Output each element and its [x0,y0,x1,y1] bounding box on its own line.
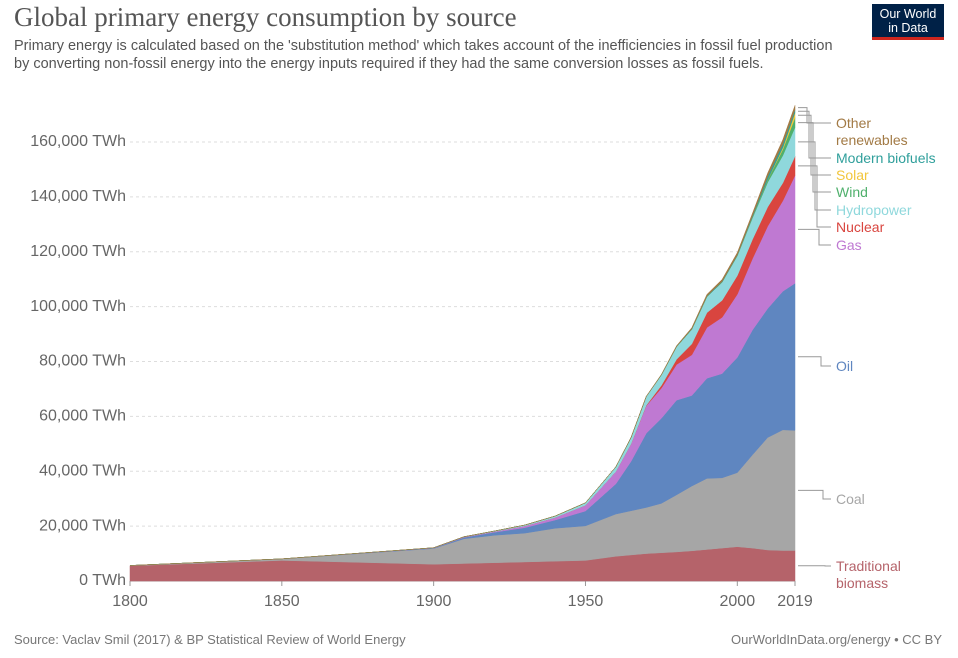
legend-label: Traditional biomass [836,558,901,591]
label-connector [798,141,831,211]
label-connector [798,489,831,500]
legend-label: Other renewables [836,115,908,148]
y-tick-label: 40,000 TWh [39,462,126,479]
y-tick-label: 100,000 TWh [30,298,126,315]
source-note: Source: Vaclav Smil (2017) & BP Statisti… [14,632,406,647]
x-tick-label: 2000 [720,593,756,610]
y-tick-label: 80,000 TWh [39,353,126,370]
label-connector [798,110,831,159]
x-tick-label: 1950 [568,593,604,610]
label-connector [798,228,831,246]
label-connector [798,165,831,228]
legend-label: Wind [836,184,868,200]
legend-label: Oil [836,358,854,374]
y-tick-label: 120,000 TWh [30,243,126,260]
label-connector [798,114,831,176]
legend-label: Modern biofuels [836,150,936,166]
label-connector [798,122,831,193]
legend-label: Gas [836,237,862,253]
y-tick-label: 60,000 TWh [39,408,126,425]
legend-label: Hydropower [836,202,912,218]
logo[interactable]: Our World in Data [872,4,944,40]
legend-label: Coal [836,491,865,507]
x-tick-label: 1800 [112,593,148,610]
area [129,105,796,566]
legend-label: Solar [836,167,869,183]
legend-label: Nuclear [836,219,885,235]
chart-title: Global primary energy consumption by sou… [14,2,517,32]
y-tick-label: 0 TWh [79,572,126,589]
chart-subtitle: Primary energy is calculated based on th… [14,38,833,72]
y-tick-label: 140,000 TWh [30,188,126,205]
label-connector [798,356,831,367]
x-tick-label: 2019 [777,593,813,610]
label-connector [798,107,831,124]
x-tick-label: 1850 [264,593,300,610]
credit-link[interactable]: OurWorldInData.org/energy • CC BY [731,632,942,647]
y-tick-label: 20,000 TWh [39,517,126,534]
y-tick-label: 160,000 TWh [30,133,126,150]
x-tick-label: 1900 [416,593,452,610]
logo-text[interactable]: Our World in Data [879,7,937,35]
